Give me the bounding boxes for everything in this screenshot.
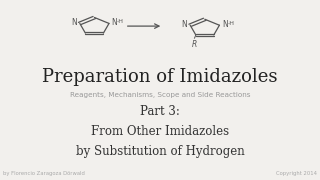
Text: N: N <box>112 18 117 27</box>
Text: Copyright 2014: Copyright 2014 <box>276 171 317 176</box>
Text: Part 3:
From Other Imidazoles
by Substitution of Hydrogen: Part 3: From Other Imidazoles by Substit… <box>76 105 244 158</box>
Text: N: N <box>181 20 187 29</box>
Text: N: N <box>71 18 76 27</box>
Text: by Florencio Zaragoza Dörwald: by Florencio Zaragoza Dörwald <box>3 171 85 176</box>
Text: Preparation of Imidazoles: Preparation of Imidazoles <box>42 68 278 86</box>
Text: N: N <box>222 20 228 29</box>
Text: R: R <box>192 40 197 49</box>
Text: Reagents, Mechanisms, Scope and Side Reactions: Reagents, Mechanisms, Scope and Side Rea… <box>70 91 250 98</box>
Text: -H: -H <box>228 21 235 26</box>
Text: -H: -H <box>117 19 124 24</box>
